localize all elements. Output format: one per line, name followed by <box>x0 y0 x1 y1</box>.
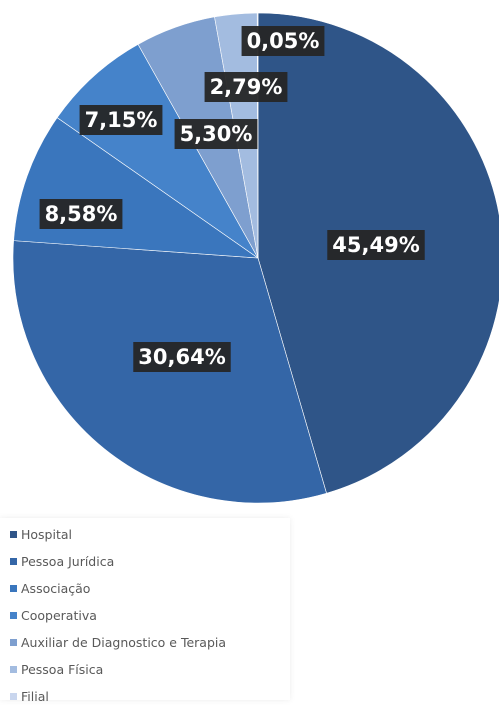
legend-item: Filial <box>10 686 49 706</box>
data-label: 5,30% <box>174 119 258 149</box>
legend-item: Cooperativa <box>10 605 97 625</box>
pie-slice-cooperativa <box>56 43 259 259</box>
data-label-box <box>133 342 231 372</box>
legend-label: Pessoa Jurídica <box>21 553 115 569</box>
data-label: 7,15% <box>79 105 163 135</box>
legend-label: Auxiliar de Diagnostico e Terapia <box>21 634 227 650</box>
data-label-text: 30,64% <box>138 345 225 369</box>
data-label-box <box>174 119 258 149</box>
legend: Hospital Pessoa Jurídica Associação Coopera… <box>0 518 290 704</box>
data-label-text: 2,79% <box>210 75 283 99</box>
legend-swatch <box>10 665 17 673</box>
data-label-text: 45,49% <box>332 233 419 257</box>
pie-data-labels: 45,49% 30,64% 8,58% 7,15% 5,30% 2,79% 0,05% <box>39 26 425 372</box>
legend-label: Hospital <box>21 526 73 542</box>
data-label: 30,64% <box>133 342 231 372</box>
legend-label: Associação <box>21 580 91 596</box>
data-label: 8,58% <box>39 199 123 229</box>
data-label-text: 5,30% <box>180 122 253 146</box>
legend-swatch <box>10 611 17 619</box>
data-label-text: 8,58% <box>45 202 118 226</box>
data-label: 45,49% <box>327 230 425 260</box>
legend-item: Pessoa Física <box>10 659 103 679</box>
data-label-text: 7,15% <box>85 108 158 132</box>
data-label-text: 0,05% <box>247 29 320 53</box>
legend-label: Cooperativa <box>21 607 97 623</box>
data-label-box <box>327 230 425 260</box>
data-label: 0,05% <box>241 26 325 56</box>
legend-swatch <box>10 638 17 646</box>
data-label-box <box>79 105 163 135</box>
data-label-box <box>204 72 288 102</box>
legend-item: Associação <box>10 578 90 598</box>
legend-item: Hospital <box>10 524 72 544</box>
legend-swatch <box>10 584 17 592</box>
data-label-box <box>39 199 123 229</box>
data-label: 2,79% <box>204 72 288 102</box>
legend-label: Pessoa Física <box>21 661 104 677</box>
legend-label: Filial <box>21 688 49 704</box>
legend-swatch <box>10 557 17 565</box>
legend-item: Pessoa Jurídica <box>10 551 114 571</box>
legend-item: Auxiliar de Diagnostico e Terapia <box>10 632 226 652</box>
data-label-box <box>241 26 325 56</box>
pie-plot-area: 45,49% 30,64% 8,58% 7,15% 5,30% 2,79% 0,05% <box>12 12 499 504</box>
legend-swatch <box>10 530 17 538</box>
legend-swatch <box>10 692 17 700</box>
